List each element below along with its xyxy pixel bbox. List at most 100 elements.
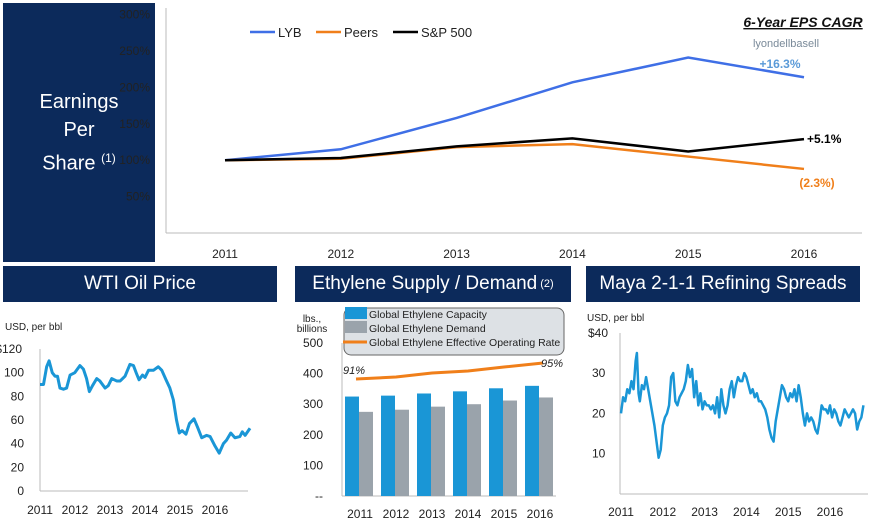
operating-rate-start-label: 91% bbox=[343, 365, 365, 377]
ethylene-y-tick: 500 bbox=[303, 336, 323, 350]
ethylene-chart: lbs., billions -- 100 200 300 400 500 2011 2012 2… bbox=[297, 307, 565, 521]
eps-chart: 6-Year EPS CAGR lyondellbasell 50% 100% 15… bbox=[119, 8, 863, 261]
eps-title-line-2: Per bbox=[63, 118, 95, 141]
ethylene-y-tick: -- bbox=[315, 489, 323, 503]
wti-y-tick: 0 bbox=[17, 484, 24, 498]
ethylene-legend-label: Global Ethylene Demand bbox=[369, 323, 486, 335]
eps-y-tick: 250% bbox=[119, 44, 150, 58]
ethylene-x-tick: 2016 bbox=[527, 507, 554, 521]
wti-title-box: WTI Oil Price bbox=[3, 266, 277, 302]
wti-x-tick: 2012 bbox=[62, 503, 89, 517]
demand-bar bbox=[431, 406, 445, 496]
maya-y-tick: 30 bbox=[592, 366, 606, 380]
ethylene-y-unit-1: lbs., bbox=[303, 314, 321, 325]
maya-chart: USD, per bbl 10 20 30 $40 2011 2012 2013 2014 20… bbox=[587, 313, 868, 519]
maya-x-tick: 2011 bbox=[608, 505, 634, 519]
eps-y-tick: 300% bbox=[119, 8, 150, 22]
wti-x-tick: 2016 bbox=[202, 503, 229, 517]
eps-x-tick: 2015 bbox=[675, 247, 702, 261]
lyb-logo: lyondellbasell bbox=[753, 38, 819, 50]
wti-y-tick: $120 bbox=[0, 342, 22, 356]
wti-x-tick: 2014 bbox=[132, 503, 159, 517]
eps-x-tick: 2014 bbox=[559, 247, 586, 261]
eps-y-tick: 50% bbox=[126, 190, 150, 204]
ethylene-footnote: (2) bbox=[540, 278, 554, 290]
maya-title-box: Maya 2-1-1 Refining Spreads bbox=[586, 266, 860, 302]
eps-legend-label: LYB bbox=[278, 25, 302, 40]
eps-x-tick: 2013 bbox=[443, 247, 470, 261]
operating-rate-end-label: 95% bbox=[541, 358, 563, 370]
eps-line-0 bbox=[224, 56, 805, 162]
ethylene-x-tick: 2014 bbox=[455, 507, 482, 521]
eps-x-tick: 2016 bbox=[791, 247, 818, 261]
eps-line-2 bbox=[224, 137, 805, 162]
wti-x-tick: 2011 bbox=[27, 503, 53, 517]
demand-bar bbox=[539, 397, 553, 496]
ethylene-legend-label: Global Ethylene Capacity bbox=[369, 309, 488, 321]
eps-legend-label: S&P 500 bbox=[421, 25, 472, 40]
cagr-title: 6-Year EPS CAGR bbox=[743, 14, 863, 30]
demand-bar bbox=[359, 411, 373, 496]
maya-x-tick: 2014 bbox=[733, 505, 760, 519]
eps-legend-label: Peers bbox=[344, 25, 378, 40]
wti-x-tick: 2013 bbox=[97, 503, 124, 517]
lyb-cagr-label: +16.3% bbox=[759, 57, 800, 71]
maya-y-tick: 10 bbox=[592, 447, 606, 461]
eps-x-tick: 2012 bbox=[327, 247, 354, 261]
capacity-bar bbox=[489, 388, 503, 496]
eps-title-line-3: Share bbox=[42, 152, 96, 175]
ethylene-x-tick: 2013 bbox=[419, 507, 446, 521]
demand-bar bbox=[395, 409, 409, 496]
capacity-bar bbox=[381, 395, 395, 496]
wti-y-tick: 100 bbox=[4, 366, 24, 380]
wti-y-tick: 20 bbox=[11, 460, 25, 474]
wti-title: WTI Oil Price bbox=[84, 273, 196, 294]
ethylene-y-tick: 400 bbox=[303, 367, 323, 381]
capacity-bar bbox=[345, 396, 359, 496]
wti-y-tick: 40 bbox=[11, 437, 25, 451]
capacity-bar bbox=[525, 385, 539, 496]
eps-x-tick: 2011 bbox=[212, 247, 238, 261]
ethylene-y-unit-2: billions bbox=[297, 324, 328, 335]
eps-y-tick: 100% bbox=[119, 153, 150, 167]
ethylene-legend-swatch bbox=[345, 307, 367, 319]
maya-x-tick: 2013 bbox=[691, 505, 718, 519]
ethylene-y-tick: 100 bbox=[303, 458, 323, 472]
eps-y-tick: 150% bbox=[119, 117, 150, 131]
capacity-bar bbox=[417, 393, 431, 496]
demand-bar bbox=[467, 404, 481, 496]
ethylene-y-tick: 300 bbox=[303, 397, 323, 411]
wti-y-unit: USD, per bbl bbox=[5, 322, 62, 333]
maya-y-tick: $40 bbox=[588, 326, 608, 340]
maya-x-tick: 2016 bbox=[817, 505, 844, 519]
wti-y-tick: 80 bbox=[11, 389, 25, 403]
ethylene-y-tick: 200 bbox=[303, 428, 323, 442]
ethylene-title: Ethylene Supply / Demand bbox=[312, 273, 538, 294]
ethylene-title-box: Ethylene Supply / Demand (2) bbox=[295, 266, 571, 302]
ethylene-legend bbox=[343, 307, 565, 356]
demand-bar bbox=[503, 400, 517, 496]
wti-x-tick: 2015 bbox=[167, 503, 194, 517]
eps-footnote: (1) bbox=[101, 150, 116, 165]
eps-title-box: Earnings Per Share (1) bbox=[3, 3, 155, 262]
eps-title-line-1: Earnings bbox=[39, 90, 119, 113]
operating-rate-line bbox=[355, 361, 544, 381]
ethylene-legend-swatch bbox=[345, 321, 367, 333]
ethylene-x-tick: 2011 bbox=[347, 507, 373, 521]
capacity-bar bbox=[453, 391, 467, 496]
eps-title-line-3-wrap: Share (1) bbox=[42, 144, 116, 178]
maya-x-tick: 2015 bbox=[775, 505, 802, 519]
wti-chart: USD, per bbl 0 20 40 60 80 100 $120 2011 2012 201… bbox=[0, 322, 252, 517]
maya-y-unit: USD, per bbl bbox=[587, 313, 644, 324]
peers-cagr-label: (2.3%) bbox=[799, 176, 834, 190]
ethylene-legend-label: Global Ethylene Effective Operating Rate bbox=[369, 337, 560, 349]
maya-y-tick: 20 bbox=[592, 406, 606, 420]
ethylene-x-tick: 2012 bbox=[383, 507, 410, 521]
wti-y-tick: 60 bbox=[11, 413, 25, 427]
sp500-cagr-label: +5.1% bbox=[807, 132, 842, 146]
maya-title: Maya 2-1-1 Refining Spreads bbox=[599, 273, 847, 294]
maya-x-tick: 2012 bbox=[649, 505, 676, 519]
wti-price-line bbox=[40, 359, 252, 455]
ethylene-x-tick: 2015 bbox=[491, 507, 518, 521]
